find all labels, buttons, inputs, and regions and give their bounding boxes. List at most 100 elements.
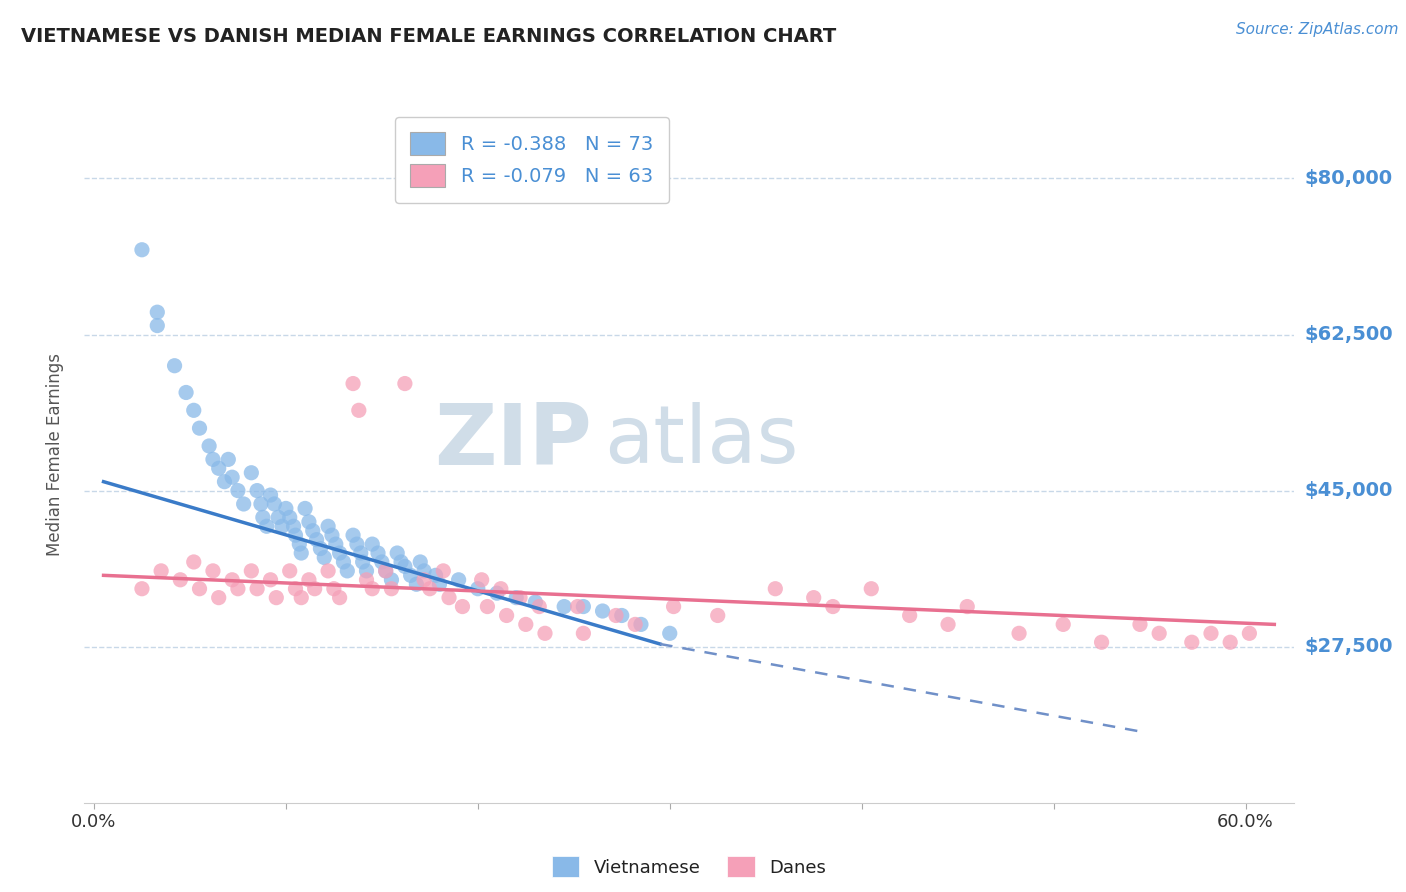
Point <box>221 573 243 587</box>
Point <box>259 573 281 587</box>
Point <box>437 591 460 605</box>
Point <box>1090 635 1112 649</box>
Point <box>624 617 647 632</box>
Point <box>394 559 416 574</box>
Point <box>336 564 359 578</box>
Point <box>259 488 281 502</box>
Point <box>278 564 301 578</box>
Point <box>314 550 336 565</box>
Point <box>936 617 959 632</box>
Point <box>509 591 531 605</box>
Text: atlas: atlas <box>605 402 799 480</box>
Point <box>329 591 352 605</box>
Point <box>389 555 412 569</box>
Point <box>332 555 354 569</box>
Point <box>298 573 321 587</box>
Point <box>288 537 311 551</box>
Point <box>316 519 339 533</box>
Point <box>146 318 169 333</box>
Point <box>371 555 394 569</box>
Point <box>232 497 254 511</box>
Point <box>1181 635 1204 649</box>
Point <box>374 564 396 578</box>
Point <box>1147 626 1170 640</box>
Point <box>380 573 402 587</box>
Point <box>294 501 316 516</box>
Point <box>1129 617 1152 632</box>
Point <box>432 564 454 578</box>
Point <box>399 568 422 582</box>
Point <box>592 604 614 618</box>
Point <box>342 528 364 542</box>
Point <box>198 439 221 453</box>
Point <box>283 519 305 533</box>
Point <box>290 591 312 605</box>
Point <box>956 599 979 614</box>
Text: ZIP: ZIP <box>434 400 592 483</box>
Point <box>246 582 269 596</box>
Point <box>208 461 231 475</box>
Point <box>301 524 323 538</box>
Point <box>630 617 652 632</box>
Text: $62,500: $62,500 <box>1305 325 1393 344</box>
Point <box>325 537 347 551</box>
Point <box>274 501 297 516</box>
Point <box>860 582 883 596</box>
Point <box>356 564 378 578</box>
Point <box>183 555 205 569</box>
Point <box>409 555 432 569</box>
Point <box>188 421 211 435</box>
Point <box>217 452 239 467</box>
Point <box>529 599 551 614</box>
Point <box>1199 626 1222 640</box>
Point <box>350 546 373 560</box>
Point <box>429 577 451 591</box>
Point <box>524 595 547 609</box>
Point <box>304 582 326 596</box>
Text: $27,500: $27,500 <box>1305 637 1393 657</box>
Point <box>413 573 436 587</box>
Point <box>1219 635 1241 649</box>
Point <box>610 608 633 623</box>
Point <box>252 510 274 524</box>
Point <box>471 573 494 587</box>
Point <box>477 599 499 614</box>
Point <box>316 564 339 578</box>
Point <box>898 608 921 623</box>
Point <box>240 564 263 578</box>
Point <box>485 586 508 600</box>
Point <box>250 497 273 511</box>
Point <box>240 466 263 480</box>
Point <box>329 546 352 560</box>
Point <box>361 537 384 551</box>
Point <box>413 564 436 578</box>
Point <box>572 599 595 614</box>
Point <box>322 582 344 596</box>
Point <box>174 385 197 400</box>
Point <box>290 546 312 560</box>
Point <box>515 617 537 632</box>
Point <box>284 528 307 542</box>
Legend: Vietnamese, Danes: Vietnamese, Danes <box>544 849 834 884</box>
Point <box>246 483 269 498</box>
Point <box>278 510 301 524</box>
Point <box>821 599 844 614</box>
Point <box>352 555 374 569</box>
Point <box>188 582 211 596</box>
Point <box>1052 617 1074 632</box>
Point <box>374 564 396 578</box>
Point <box>763 582 786 596</box>
Point <box>201 564 224 578</box>
Point <box>131 243 153 257</box>
Point <box>208 591 231 605</box>
Point <box>226 483 249 498</box>
Point <box>495 608 517 623</box>
Point <box>605 608 627 623</box>
Point <box>572 626 595 640</box>
Text: $45,000: $45,000 <box>1305 481 1393 500</box>
Point <box>356 573 378 587</box>
Point <box>266 591 288 605</box>
Point <box>267 510 290 524</box>
Point <box>342 376 364 391</box>
Point <box>419 582 441 596</box>
